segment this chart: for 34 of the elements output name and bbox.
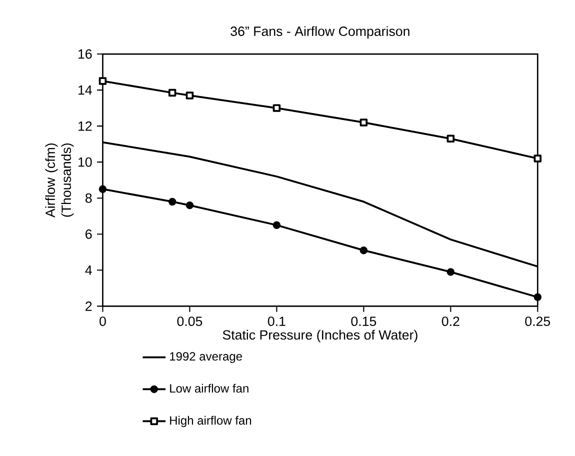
y-axis-title: Airflow (cfm) (Thousands) [45,143,74,218]
legend-label: 1992 average [170,352,242,363]
y-tick-label: 12 [78,121,92,131]
y-tick-label: 8 [85,193,92,203]
x-tick-label: 0.05 [177,316,202,326]
legend-label: High airflow fan [170,416,252,427]
y-tick-label: 10 [78,157,92,167]
point [534,293,542,301]
point [272,104,281,112]
point [168,88,176,96]
legend-label: Low airflow fan [170,384,248,393]
point [446,134,455,142]
y-tick-label: 2 [86,301,92,311]
x-tick-label: 0.2 [442,316,460,326]
point [360,246,368,254]
point [98,77,107,85]
y-tick-label: 16 [78,49,92,59]
x-axis-title: Static Pressure (Inches of Water) [222,330,418,342]
point [272,221,281,229]
x-tick-label: 0 [100,316,106,326]
y-tick-label: 6 [86,229,92,239]
point [168,198,176,206]
x-tick-label: 0.15 [351,316,376,326]
x-tick-label: 0.25 [525,316,550,326]
point [186,201,194,210]
y-tick-label: 14 [78,85,92,95]
point [360,118,368,126]
y-tick-label: 4 [85,265,92,275]
chart-title: 36” Fans - Airflow Comparison [230,26,410,39]
point [186,91,194,100]
point [446,268,455,276]
x-tick-label: 0.1 [268,316,286,326]
point [98,185,107,193]
point [534,154,542,162]
